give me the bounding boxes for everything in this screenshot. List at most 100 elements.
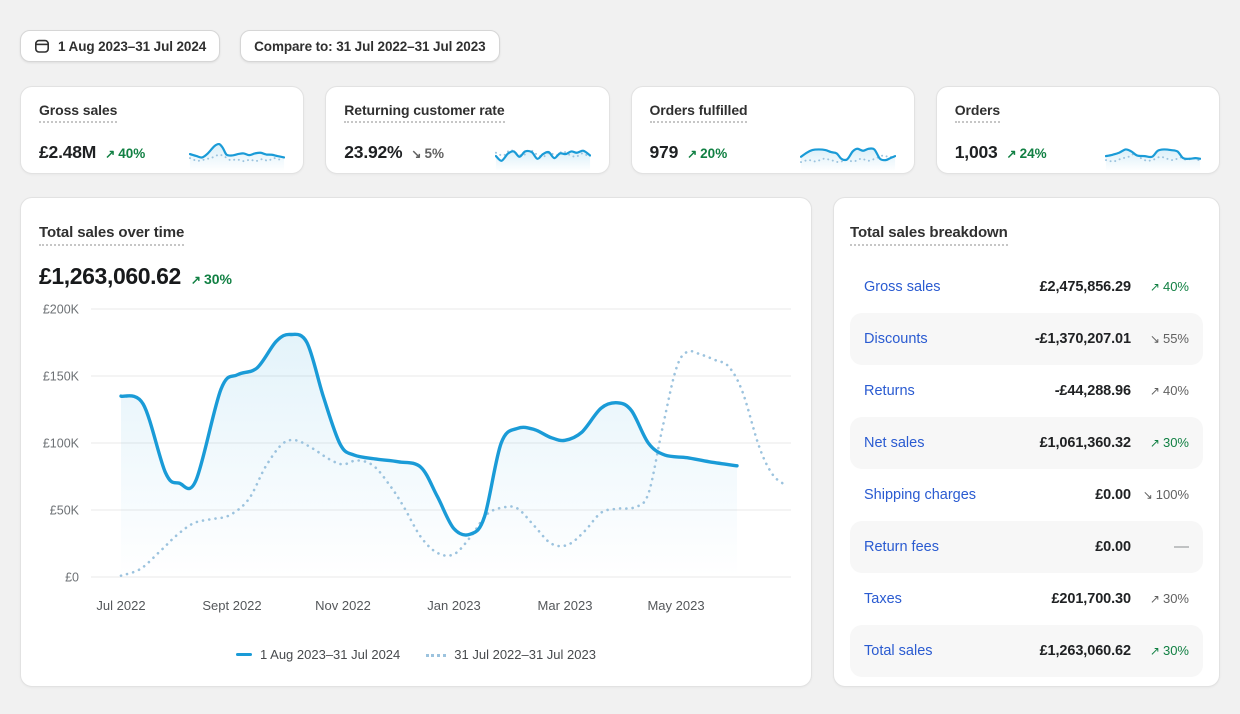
y-axis-tick-label: £100K (43, 437, 80, 451)
kpi-card[interactable]: Gross sales £2.48M ↗ 40% (20, 86, 305, 174)
main-row: Total sales over time £1,263,060.62 ↗ 30%… (20, 197, 1220, 687)
trend-up-icon: ↗ (1006, 146, 1017, 161)
kpi-value: £2.48M (39, 141, 97, 162)
kpi-label[interactable]: Gross sales (39, 102, 117, 123)
toolbar: 1 Aug 2023–31 Jul 2024 Compare to: 31 Ju… (20, 30, 1220, 62)
breakdown-row-delta: ↗ 30% (1149, 591, 1189, 606)
kpi-sparkline (1105, 132, 1201, 172)
legend-label-compare: 31 Jul 2022–31 Jul 2023 (454, 647, 596, 662)
total-sales-amount-row: £1,263,060.62 ↗ 30% (39, 263, 791, 290)
breakdown-row-label[interactable]: Gross sales (864, 279, 941, 295)
breakdown-row: Discounts -£1,370,207.01 ↘ 55% (850, 313, 1203, 365)
y-axis-tick-label: £200K (43, 303, 80, 317)
breakdown-row-value: £201,700.30 (1051, 591, 1131, 607)
breakdown-row-value: -£1,370,207.01 (1034, 331, 1131, 347)
y-axis-tick-label: £50K (50, 504, 80, 518)
total-sales-over-time-card: Total sales over time £1,263,060.62 ↗ 30%… (20, 197, 812, 687)
x-axis-tick-label: Nov 2022 (315, 598, 371, 613)
x-axis-tick-label: May 2023 (647, 598, 704, 613)
breakdown-row-delta: ↗ 30% (1149, 435, 1189, 450)
kpi-delta: ↘ 5% (411, 145, 444, 161)
trend-up-icon: ↗ (1149, 384, 1160, 398)
breakdown-row-value: £0.00 (1095, 539, 1131, 555)
breakdown-row: Return fees £0.00 — (850, 521, 1203, 573)
breakdown-row-delta: — (1174, 538, 1189, 556)
x-axis-tick-label: Sept 2022 (202, 598, 261, 613)
solid-line-icon (236, 653, 253, 656)
chart-title[interactable]: Total sales over time (39, 224, 184, 246)
kpi-row: Gross sales £2.48M ↗ 40% Returning custom… (20, 86, 1220, 174)
breakdown-row: Net sales £1,061,360.32 ↗ 30% (850, 417, 1203, 469)
breakdown-row: Total sales £1,263,060.62 ↗ 30% (850, 625, 1203, 677)
trend-up-icon: ↗ (1149, 592, 1160, 606)
breakdown-row: Shipping charges £0.00 ↘ 100% (850, 469, 1203, 521)
date-range-button[interactable]: 1 Aug 2023–31 Jul 2024 (20, 30, 221, 62)
dotted-line-icon (426, 653, 447, 657)
total-sales-breakdown-card: Total sales breakdown Gross sales £2,475… (833, 197, 1220, 687)
compare-button[interactable]: Compare to: 31 Jul 2022–31 Jul 2023 (240, 30, 500, 62)
breakdown-row-delta: ↗ 40% (1149, 383, 1189, 398)
y-axis-tick-label: £0 (65, 571, 79, 585)
breakdown-row-label[interactable]: Return fees (864, 539, 939, 555)
kpi-delta: ↗ 24% (1006, 145, 1047, 161)
kpi-label[interactable]: Returning customer rate (344, 102, 505, 123)
legend-item-current-period[interactable]: 1 Aug 2023–31 Jul 2024 (236, 647, 400, 662)
trend-up-icon: ↗ (1149, 280, 1160, 294)
breakdown-row-label[interactable]: Total sales (864, 643, 933, 659)
breakdown-row-value: -£44,288.96 (1054, 383, 1131, 399)
breakdown-row-delta: ↗ 30% (1149, 643, 1189, 658)
trend-up-icon: ↗ (687, 146, 698, 161)
legend-item-compare-period[interactable]: 31 Jul 2022–31 Jul 2023 (426, 647, 596, 662)
breakdown-row-value: £2,475,856.29 (1039, 279, 1132, 295)
breakdown-row: Returns -£44,288.96 ↗ 40% (850, 365, 1203, 417)
compare-label: Compare to: 31 Jul 2022–31 Jul 2023 (254, 38, 486, 54)
trend-up-icon: ↗ (1149, 436, 1160, 450)
breakdown-table: Gross sales £2,475,856.29 ↗ 40% Discounts… (850, 261, 1203, 677)
x-axis-tick-label: Jan 2023 (427, 598, 481, 613)
kpi-label[interactable]: Orders (954, 102, 1000, 123)
y-axis-tick-label: £150K (43, 370, 80, 384)
x-axis-tick-label: Jul 2022 (96, 598, 145, 613)
calendar-icon (34, 39, 49, 53)
kpi-delta: ↗ 40% (105, 145, 146, 161)
kpi-value: 23.92% (344, 141, 403, 162)
breakdown-row-value: £1,061,360.32 (1039, 435, 1132, 451)
breakdown-row-label[interactable]: Taxes (864, 591, 902, 607)
trend-up-icon: ↗ (105, 146, 116, 161)
trend-up-icon: ↗ (190, 273, 201, 287)
kpi-card[interactable]: Orders fulfilled 979 ↗ 20% (630, 86, 915, 174)
kpi-value: 979 (649, 141, 679, 162)
kpi-sparkline (189, 132, 285, 172)
breakdown-row-delta: ↘ 100% (1142, 487, 1189, 502)
kpi-card[interactable]: Returning customer rate 23.92% ↘ 5% (325, 86, 610, 174)
x-axis-tick-label: Mar 2023 (538, 598, 593, 613)
total-sales-amount: £1,263,060.62 (39, 263, 181, 289)
kpi-delta: ↗ 20% (687, 145, 728, 161)
kpi-value: 1,003 (954, 141, 998, 162)
trend-down-icon: ↘ (411, 146, 422, 161)
total-sales-line-chart[interactable]: £0 £50K £100K £150K £200K Jul 2022 Sept 2022 No… (21, 198, 813, 688)
no-change-dash: — (1174, 538, 1189, 555)
breakdown-row: Gross sales £2,475,856.29 ↗ 40% (850, 261, 1203, 313)
breakdown-row-label[interactable]: Net sales (864, 435, 925, 451)
breakdown-title[interactable]: Total sales breakdown (850, 224, 1008, 246)
trend-down-icon: ↘ (1142, 488, 1153, 502)
breakdown-row-label[interactable]: Returns (864, 383, 915, 399)
kpi-card[interactable]: Orders 1,003 ↗ 24% (935, 86, 1220, 174)
trend-up-icon: ↗ (1149, 644, 1160, 658)
breakdown-row: Taxes £201,700.30 ↗ 30% (850, 573, 1203, 625)
breakdown-row-label[interactable]: Shipping charges (864, 487, 977, 503)
total-sales-delta: ↗ 30% (190, 271, 232, 287)
trend-down-icon: ↘ (1149, 332, 1160, 346)
chart-legend: 1 Aug 2023–31 Jul 2024 31 Jul 2022–31 Ju… (21, 647, 811, 662)
breakdown-row-delta: ↘ 55% (1149, 331, 1189, 346)
kpi-sparkline (800, 132, 896, 172)
kpi-label[interactable]: Orders fulfilled (649, 102, 748, 123)
breakdown-row-value: £0.00 (1095, 487, 1131, 503)
breakdown-row-label[interactable]: Discounts (864, 331, 928, 347)
kpi-sparkline (495, 132, 591, 172)
breakdown-row-delta: ↗ 40% (1149, 279, 1189, 294)
breakdown-row-value: £1,263,060.62 (1039, 643, 1132, 659)
date-range-label: 1 Aug 2023–31 Jul 2024 (58, 38, 207, 54)
